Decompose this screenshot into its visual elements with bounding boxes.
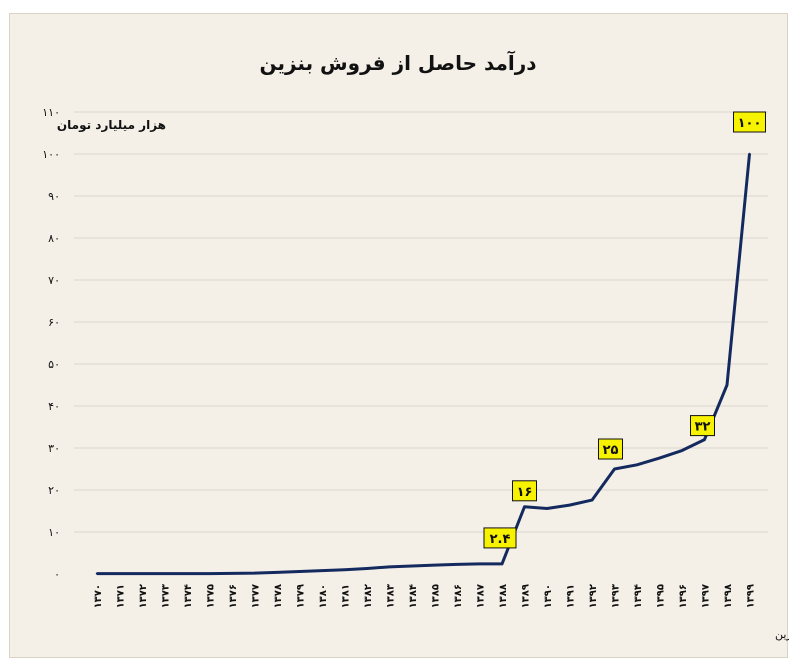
x-tick-label: ۱۳۸۶ xyxy=(453,584,464,608)
x-tick-label: ۱۳۷۶ xyxy=(228,584,239,608)
y-tick-label: ۱۰ xyxy=(48,526,60,539)
data-point xyxy=(208,572,211,575)
data-point xyxy=(613,467,616,471)
data-label-box xyxy=(483,527,517,549)
x-tick-label: ۱۳۸۵ xyxy=(431,584,442,608)
y-tick-label: ۱۱۰ xyxy=(42,106,60,119)
data-point xyxy=(478,562,481,566)
data-point xyxy=(163,572,166,575)
x-tick-label: ۱۳۷۴ xyxy=(183,584,194,608)
data-label: ۲.۴ xyxy=(490,532,511,547)
x-tick-label: ۱۳۷۲ xyxy=(138,584,149,608)
y-tick-label: ۹۰ xyxy=(48,190,60,203)
x-tick-label: ۱۳۸۷ xyxy=(476,584,487,608)
data-labels: ۲.۴ ۱۶ ۲۵ ۳۲ ۱۰۰ xyxy=(483,111,766,549)
x-tick-label: ۱۳۷۵ xyxy=(206,584,217,608)
x-tick-label: ۱۳۹۳ xyxy=(611,584,622,608)
x-tick-label: ۱۳۹۲ xyxy=(588,584,599,608)
data-point xyxy=(455,563,459,566)
x-tick-label: ۱۳۸۴ xyxy=(408,584,419,608)
x-tick-label: ۱۳۹۰ xyxy=(543,584,554,608)
data-point xyxy=(320,569,324,572)
y-axis-label: هزار میلیارد تومان xyxy=(57,118,166,133)
data-point xyxy=(185,572,189,575)
y-tick-label: ۶۰ xyxy=(48,316,60,329)
data-point xyxy=(298,570,301,573)
y-tick-label: ۲۰ xyxy=(48,484,60,497)
series-line-layer xyxy=(95,152,751,576)
data-point xyxy=(703,438,706,441)
grid xyxy=(74,111,768,533)
x-tick-label: ۱۳۷۳ xyxy=(161,584,172,608)
data-point xyxy=(500,562,504,566)
data-point xyxy=(253,571,256,575)
x-axis-ticks: ۱۳۷۰ ۱۳۷۱ ۱۳۷۲ ۱۳۷۳ ۱۳۷۴ ۱۳۷۵ ۱۳۷۶ ۱۳۷۷ ۱۳۷۸ ۱۳۷۹… xyxy=(93,584,757,608)
data-point xyxy=(410,564,414,568)
x-tick-label: ۱۳۸۸ xyxy=(498,584,509,608)
series-line xyxy=(97,153,751,576)
x-tick-label: ۱۳۷۱ xyxy=(116,584,127,608)
y-tick-label: ۴۰ xyxy=(48,400,60,413)
data-label: ۱۶ xyxy=(517,485,533,500)
x-tick-label: ۱۳۸۹ xyxy=(521,584,532,608)
data-point xyxy=(433,563,436,567)
y-tick-label: ۳۰ xyxy=(48,442,60,455)
data-point xyxy=(230,572,234,575)
data-point xyxy=(545,507,549,510)
x-tick-label: ۱۳۹۹ xyxy=(746,584,757,608)
data-label-box xyxy=(512,480,537,502)
y-axis-ticks: ۰ ۱۰ ۲۰ ۳۰ ۴۰ ۵۰ ۶۰ ۷۰ ۸۰ ۹۰ ۱۰۰ ۱۱۰ xyxy=(42,106,60,581)
y-tick-label: ۰ xyxy=(54,568,60,581)
y-tick-label: ۵۰ xyxy=(48,358,60,371)
data-point xyxy=(748,152,751,156)
x-tick-label: ۱۳۷۰ xyxy=(93,584,104,608)
data-point xyxy=(343,568,346,571)
x-tick-label: ۱۳۷۸ xyxy=(273,584,284,608)
data-point xyxy=(658,456,661,460)
y-tick-label: ۱۰۰ xyxy=(42,148,60,161)
data-label: ۱۰۰ xyxy=(738,116,762,131)
x-tick-label: ۱۳۷۹ xyxy=(296,584,307,608)
y-tick-label: ۸۰ xyxy=(48,232,60,245)
x-tick-label: ۱۳۸۰ xyxy=(318,584,329,608)
x-tick-label: ۱۳۷۷ xyxy=(251,584,262,608)
data-point xyxy=(365,567,369,570)
x-tick-label: ۱۳۹۶ xyxy=(678,584,689,608)
data-point xyxy=(568,503,571,507)
x-tick-label: ۱۳۹۱ xyxy=(566,584,577,608)
data-label-box xyxy=(598,438,623,460)
source-note: تحلیل و استنتاج: احسان سلطانی بر اساس دا… xyxy=(775,627,789,641)
x-tick-label: ۱۳۹۸ xyxy=(723,584,734,608)
x-tick-label: ۱۳۸۱ xyxy=(341,584,352,608)
x-tick-label: ۱۳۹۷ xyxy=(701,584,712,608)
x-tick-label: ۱۳۹۵ xyxy=(656,584,667,608)
data-point xyxy=(118,572,121,575)
chart-frame: ۰ ۱۰ ۲۰ ۳۰ ۴۰ ۵۰ ۶۰ ۷۰ ۸۰ ۹۰ ۱۰۰ ۱۱۰ ۱۳۷۰ ۱۳۷۱ ۱۳۷۲ ۱۳… xyxy=(9,13,789,658)
data-point xyxy=(140,572,144,575)
data-point xyxy=(523,505,526,508)
x-tick-label: ۱۳۹۴ xyxy=(633,584,644,608)
data-point xyxy=(590,498,594,502)
data-point xyxy=(725,383,729,387)
y-tick-label: ۷۰ xyxy=(48,274,60,287)
data-label: ۲۵ xyxy=(603,443,619,458)
data-point xyxy=(388,565,391,569)
data-point xyxy=(95,572,99,575)
x-tick-label: ۱۳۸۲ xyxy=(363,584,374,608)
data-label-box xyxy=(733,111,766,133)
chart-title: درآمد حاصل از فروش بنزین xyxy=(259,50,536,75)
data-label: ۳۲ xyxy=(695,420,711,435)
data-point xyxy=(275,571,279,574)
x-tick-label: ۱۳۸۳ xyxy=(386,584,397,608)
data-point xyxy=(680,449,684,452)
data-point xyxy=(635,463,639,466)
data-label-box xyxy=(690,415,715,437)
